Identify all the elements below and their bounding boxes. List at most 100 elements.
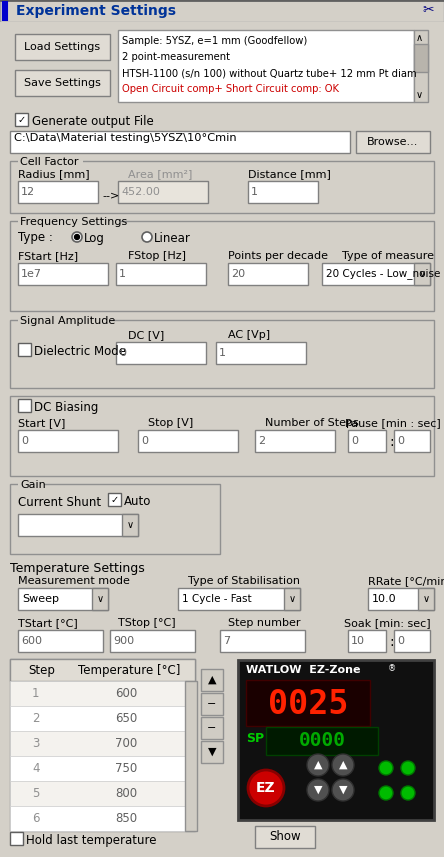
Text: 850: 850 — [115, 812, 137, 825]
Bar — [356, 131, 430, 153]
Text: TStop [°C]: TStop [°C] — [118, 618, 176, 628]
Text: 0: 0 — [397, 436, 404, 446]
Bar — [18, 181, 98, 203]
Text: Step: Step — [28, 664, 55, 677]
Bar — [116, 342, 206, 364]
Text: Soak [min: sec]: Soak [min: sec] — [344, 618, 431, 628]
Text: 0: 0 — [397, 636, 404, 646]
Bar — [10, 221, 434, 311]
Text: Auto: Auto — [124, 495, 151, 508]
Bar — [10, 731, 195, 756]
Text: -->: --> — [102, 190, 119, 200]
Bar — [15, 113, 28, 126]
Text: Pause [min : sec]: Pause [min : sec] — [345, 418, 441, 428]
Bar — [255, 430, 335, 452]
Text: ▲: ▲ — [339, 760, 347, 770]
Bar — [178, 588, 300, 610]
Text: ✂: ✂ — [422, 3, 434, 17]
Text: HTSH-1100 (s/n 100) without Quartz tube+ 12 mm Pt diam: HTSH-1100 (s/n 100) without Quartz tube+… — [122, 68, 416, 78]
Text: WATLOW  EZ-Zone: WATLOW EZ-Zone — [246, 665, 361, 675]
Bar — [10, 781, 195, 806]
Bar — [18, 263, 108, 285]
Bar — [18, 630, 103, 652]
Text: ∨: ∨ — [96, 594, 103, 604]
Circle shape — [401, 761, 415, 775]
Text: Generate output File: Generate output File — [32, 115, 154, 128]
Text: Area [mm²]: Area [mm²] — [128, 169, 192, 179]
Bar — [18, 479, 44, 490]
Text: :: : — [389, 435, 394, 449]
Text: ∧: ∧ — [416, 33, 423, 43]
Text: Hold last temperature: Hold last temperature — [26, 834, 156, 847]
Text: ▼: ▼ — [339, 785, 347, 795]
Bar — [10, 659, 195, 681]
Bar — [15, 34, 110, 60]
Text: 4: 4 — [32, 762, 40, 775]
Bar — [266, 727, 378, 755]
Text: ∨: ∨ — [127, 520, 134, 530]
Circle shape — [307, 754, 329, 776]
Text: Type of Stabilisation: Type of Stabilisation — [188, 576, 300, 586]
Text: 1: 1 — [32, 687, 40, 700]
Text: 1e7: 1e7 — [21, 269, 42, 279]
Circle shape — [401, 786, 415, 800]
Bar — [10, 659, 195, 831]
Bar — [138, 430, 238, 452]
Bar — [394, 430, 430, 452]
Bar — [414, 44, 428, 72]
Text: ∨: ∨ — [416, 90, 423, 100]
Text: Temperature Settings: Temperature Settings — [10, 562, 145, 575]
Text: 12: 12 — [21, 187, 35, 197]
Bar — [18, 315, 110, 326]
Bar — [216, 342, 306, 364]
Bar — [10, 832, 23, 845]
Bar — [201, 717, 223, 739]
Text: DC [V]: DC [V] — [128, 330, 164, 340]
Bar — [368, 588, 434, 610]
Text: Number of Steps: Number of Steps — [265, 418, 359, 428]
Text: Start [V]: Start [V] — [18, 418, 65, 428]
Bar — [414, 263, 430, 285]
Text: 2: 2 — [32, 712, 40, 725]
Text: Temperature [°C]: Temperature [°C] — [78, 664, 180, 677]
Text: 5: 5 — [32, 787, 40, 800]
Text: 7: 7 — [223, 636, 230, 646]
Text: ®: ® — [388, 664, 396, 673]
Bar — [246, 680, 370, 726]
Text: 10: 10 — [351, 636, 365, 646]
Bar — [10, 681, 195, 706]
Text: Linear: Linear — [154, 232, 191, 245]
Bar — [322, 263, 430, 285]
Text: 600: 600 — [115, 687, 137, 700]
Bar — [248, 181, 318, 203]
Bar — [10, 706, 195, 731]
Text: 0000: 0000 — [298, 731, 345, 750]
Circle shape — [142, 232, 152, 242]
Text: Save Settings: Save Settings — [24, 78, 101, 88]
Bar — [18, 514, 138, 536]
Text: 20: 20 — [231, 269, 245, 279]
Circle shape — [379, 786, 393, 800]
Bar — [18, 156, 83, 167]
Bar — [118, 181, 208, 203]
Circle shape — [248, 770, 284, 806]
Text: 750: 750 — [115, 762, 137, 775]
Bar — [394, 630, 430, 652]
Text: FStart [Hz]: FStart [Hz] — [18, 251, 78, 261]
Text: 3: 3 — [32, 737, 40, 750]
Text: ▲: ▲ — [208, 675, 216, 685]
Text: 700: 700 — [115, 737, 137, 750]
Bar — [228, 263, 308, 285]
Text: 0: 0 — [119, 348, 126, 358]
Text: Show: Show — [269, 830, 301, 843]
Text: FStop [Hz]: FStop [Hz] — [128, 251, 186, 261]
Bar — [201, 669, 223, 691]
Text: Sweep: Sweep — [22, 594, 59, 604]
Text: Experiment Settings: Experiment Settings — [16, 4, 176, 18]
Text: Log: Log — [84, 232, 105, 245]
Bar — [201, 741, 223, 763]
Circle shape — [332, 779, 354, 801]
Text: Distance [mm]: Distance [mm] — [248, 169, 331, 179]
Bar — [185, 681, 197, 831]
Text: ✓: ✓ — [17, 115, 26, 124]
